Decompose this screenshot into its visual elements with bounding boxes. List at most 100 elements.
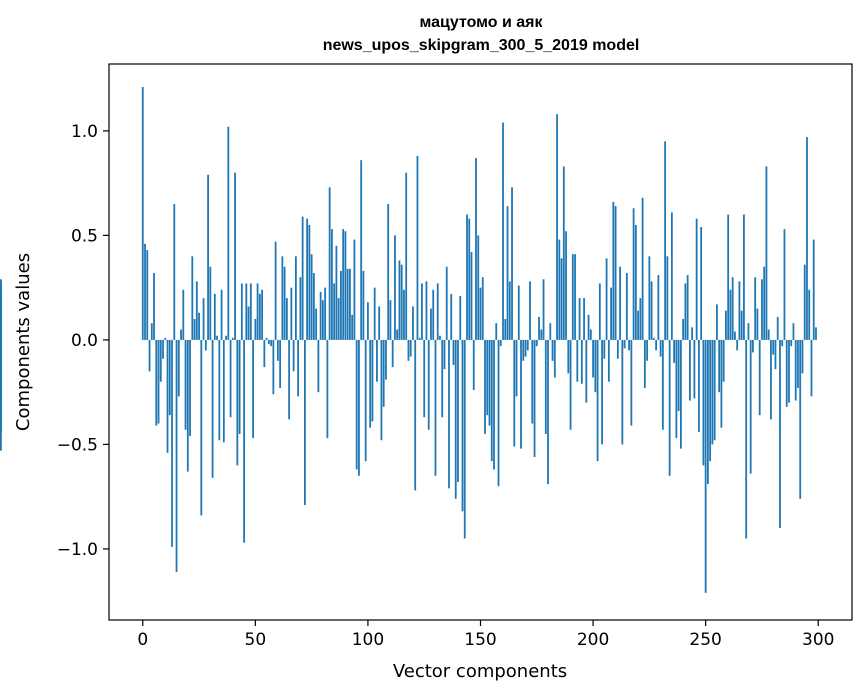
y-tick-label: −0.5 — [57, 435, 98, 455]
bar — [202, 298, 205, 340]
bar — [335, 245, 338, 340]
bar — [263, 339, 266, 368]
bar — [770, 339, 772, 420]
bar — [240, 283, 243, 340]
bar — [321, 300, 324, 340]
bar — [659, 339, 662, 357]
bar — [234, 172, 236, 340]
bar — [373, 287, 376, 340]
bar — [312, 273, 315, 340]
bar — [225, 335, 227, 340]
bar — [243, 339, 245, 543]
bar — [499, 339, 502, 347]
bar — [533, 339, 536, 457]
bar — [299, 277, 302, 340]
bar — [297, 339, 300, 397]
bar — [164, 337, 167, 340]
bar — [155, 339, 158, 426]
bar — [657, 275, 660, 340]
bar — [193, 319, 196, 340]
bar — [371, 339, 374, 422]
bar — [598, 283, 601, 340]
bar — [736, 339, 739, 351]
bar — [540, 329, 543, 340]
bar — [682, 319, 685, 340]
bar — [569, 339, 572, 430]
bar — [749, 339, 752, 474]
bar — [173, 204, 176, 340]
bar — [607, 339, 610, 382]
bar — [542, 279, 545, 340]
bar — [331, 229, 333, 340]
bar — [574, 254, 576, 340]
bar — [412, 306, 414, 340]
bar — [466, 214, 468, 340]
bar — [276, 339, 279, 361]
bar — [272, 339, 275, 395]
bar — [344, 231, 347, 340]
bar — [180, 329, 182, 340]
bar — [677, 339, 680, 411]
bar — [801, 339, 804, 374]
bar — [614, 206, 617, 340]
bar — [261, 289, 263, 340]
bar — [279, 339, 282, 388]
bar — [619, 266, 621, 340]
bar — [481, 277, 484, 340]
bar — [781, 339, 784, 347]
bar — [238, 339, 241, 434]
bar — [628, 339, 630, 351]
bar — [779, 339, 781, 529]
bar — [504, 319, 507, 340]
bar — [333, 283, 336, 340]
bar — [216, 335, 218, 340]
chart-title-line-1: мацутомо и аяк — [419, 14, 543, 31]
y-axis-label: Components values — [13, 253, 34, 431]
bar — [698, 339, 700, 432]
bar — [558, 239, 561, 340]
bar — [405, 172, 408, 340]
bar — [400, 264, 403, 340]
bar — [603, 339, 606, 359]
bar — [522, 339, 525, 361]
bar — [256, 283, 259, 340]
bar — [184, 339, 187, 430]
bar — [303, 339, 306, 506]
bar — [648, 256, 651, 340]
bar — [218, 339, 221, 441]
bar — [576, 339, 579, 382]
bar — [409, 339, 412, 357]
bar — [616, 339, 619, 359]
bar — [583, 298, 585, 340]
bar — [414, 339, 417, 491]
bar — [385, 339, 387, 380]
bar — [718, 339, 721, 393]
bar — [743, 214, 745, 340]
bar — [675, 339, 678, 439]
bar — [646, 339, 649, 361]
bar — [488, 339, 491, 426]
bar — [774, 339, 777, 370]
bar — [141, 86, 144, 340]
bar — [700, 227, 703, 340]
bar — [592, 339, 594, 378]
bar — [198, 312, 200, 340]
bar — [511, 187, 513, 340]
bar — [783, 229, 786, 340]
bar — [389, 300, 392, 340]
bar — [432, 289, 435, 340]
bar — [731, 277, 734, 340]
x-tick-label: 250 — [689, 630, 721, 650]
bar — [270, 339, 273, 347]
bar — [162, 339, 164, 359]
bar — [448, 339, 450, 489]
bar — [369, 339, 372, 428]
bar — [175, 339, 178, 572]
bar — [716, 304, 718, 340]
bar — [765, 166, 768, 340]
bar — [610, 287, 612, 340]
bar — [222, 339, 225, 443]
bar — [144, 243, 146, 340]
bar — [265, 337, 268, 340]
bar — [159, 339, 162, 382]
